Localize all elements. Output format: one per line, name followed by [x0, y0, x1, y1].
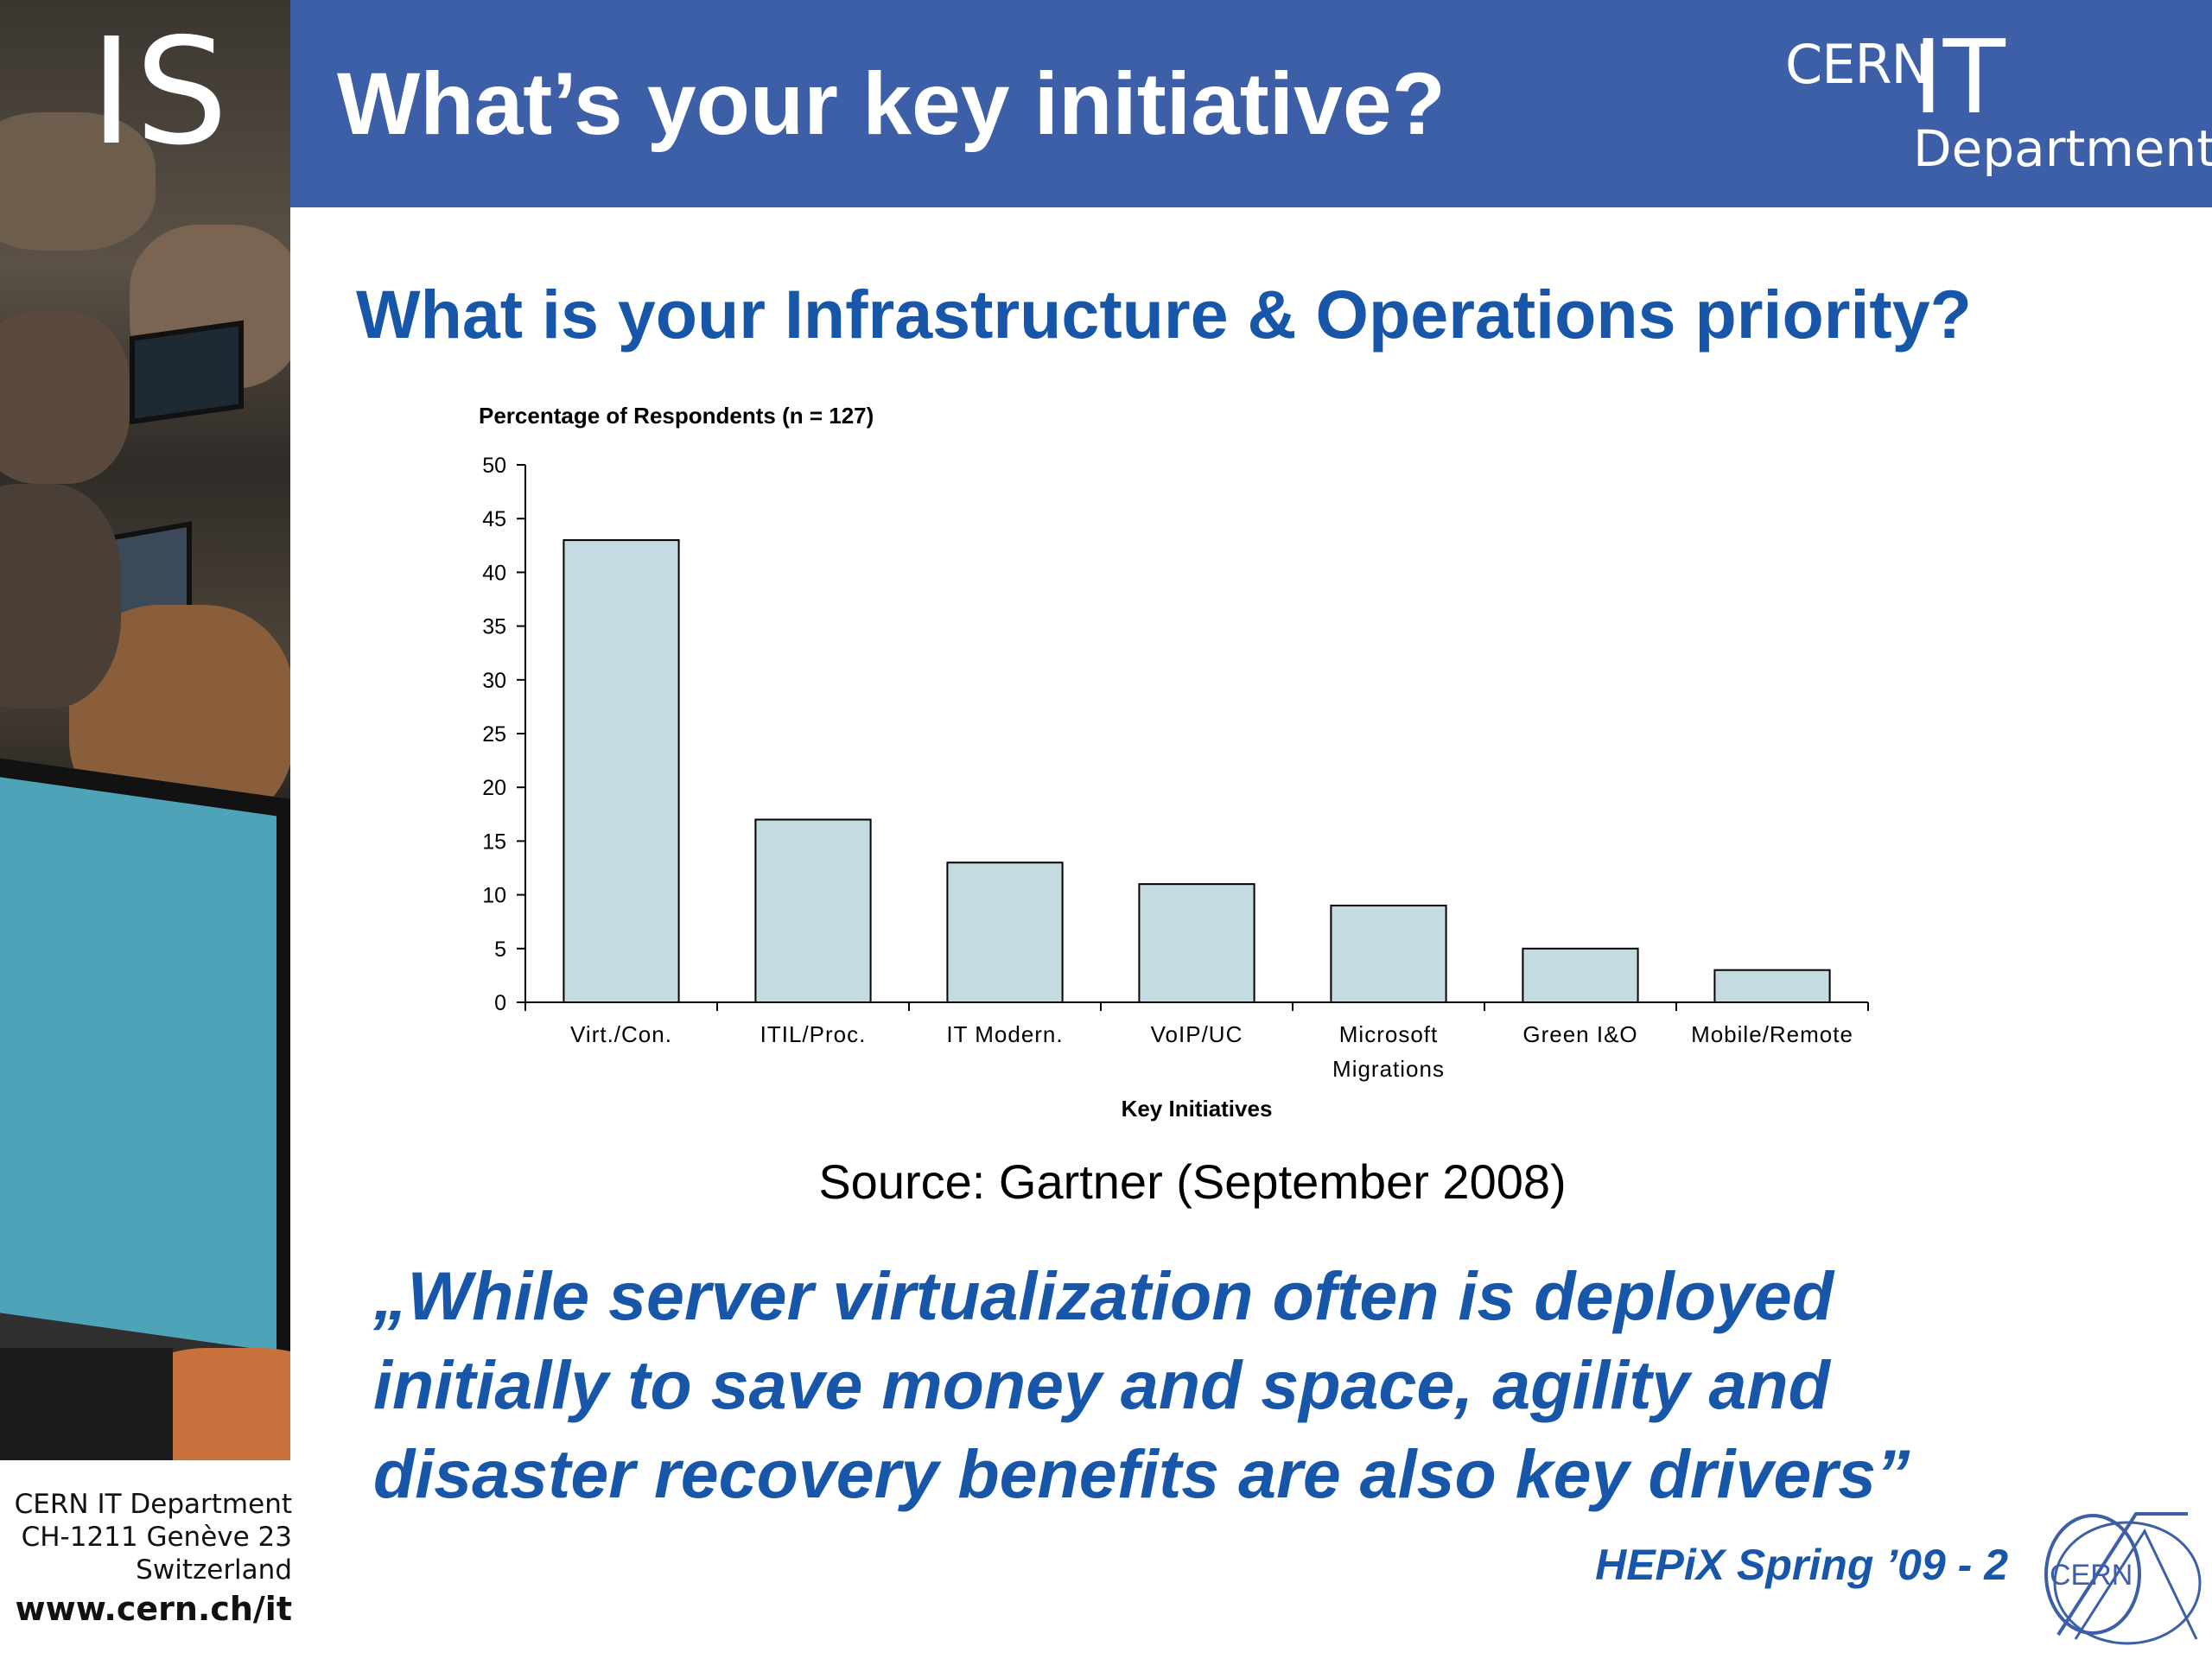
bar-1: [563, 539, 680, 1003]
address-line: CERN IT Department: [14, 1489, 292, 1520]
y-tick-label: 45: [482, 507, 506, 531]
bar-chart: Percentage of Respondents (n = 127) 0 5 10 1…: [467, 397, 1970, 1141]
footer-event-label: HEPiX Spring ’09 - 2: [1595, 1541, 2008, 1589]
x-tick-label: Green I&O: [1522, 1021, 1637, 1047]
slide-title: What’s your key initiative?: [337, 54, 1446, 153]
logo-cern-text: CERN: [1785, 33, 1931, 96]
y-tick-label: 20: [482, 776, 506, 800]
bar-2: [754, 818, 872, 1003]
x-tick-label: Virt./Con.: [570, 1021, 672, 1047]
bar-3: [946, 861, 1064, 1004]
bar-7: [1713, 969, 1831, 1003]
x-tick-label: IT Modern.: [946, 1021, 1063, 1047]
cern-seal-logo: CERN: [2044, 1512, 2202, 1645]
y-tick-label: 35: [482, 615, 506, 639]
y-tick-label: 25: [482, 722, 506, 747]
chart-svg: Percentage of Respondents (n = 127) 0 5 10 1…: [479, 403, 1869, 1122]
x-tick-label: VoIP/UC: [1151, 1021, 1243, 1047]
quote-line: disaster recovery benefits are also key …: [373, 1435, 1910, 1512]
address-line: CH-1211 Genève 23: [21, 1522, 292, 1553]
x-tick-label: ITIL/Proc.: [760, 1021, 867, 1047]
logo-department-text: Department: [1913, 119, 2212, 178]
source-citation: Source: Gartner (September 2008): [818, 1154, 1567, 1209]
header-band: What’s your key initiative? CERN IT Depa…: [290, 0, 2212, 207]
bar-6: [1522, 947, 1639, 1003]
y-tick-label: 15: [482, 830, 506, 854]
address-line: Switzerland: [136, 1554, 292, 1586]
chart-heading: What is your Infrastructure & Operations…: [356, 276, 1972, 353]
is-section-mark: IS: [90, 7, 231, 178]
y-tick-label: 40: [482, 561, 506, 585]
quote-block: „While server virtualization often is de…: [373, 1251, 2119, 1518]
bar-4: [1138, 883, 1255, 1003]
x-tick-label: Migrations: [1332, 1056, 1445, 1082]
x-tick-label: Microsoft: [1339, 1021, 1438, 1047]
footer-url: www.cern.ch/it: [15, 1590, 293, 1628]
y-axis-label: Percentage of Respondents (n = 127): [479, 403, 874, 429]
y-tick-label: 10: [482, 884, 506, 908]
bar-5: [1330, 905, 1447, 1003]
quote-line: „While server virtualization often is de…: [373, 1257, 1834, 1334]
footer-address: CERN IT Department CH-1211 Genève 23 Swi…: [0, 1488, 292, 1586]
x-axis-label: Key Initiatives: [1122, 1096, 1273, 1122]
x-tick-label: Mobile/Remote: [1691, 1021, 1853, 1047]
y-tick-label: 5: [494, 938, 506, 962]
seal-text: CERN: [2050, 1559, 2133, 1592]
quote-line: initially to save money and space, agili…: [373, 1346, 1830, 1423]
y-tick-label: 30: [482, 669, 506, 693]
conference-photo: IS: [0, 0, 290, 1460]
y-tick-label: 50: [482, 454, 506, 478]
y-tick-label: 0: [494, 991, 506, 1015]
logo-it-text: IT: [1913, 17, 2005, 137]
